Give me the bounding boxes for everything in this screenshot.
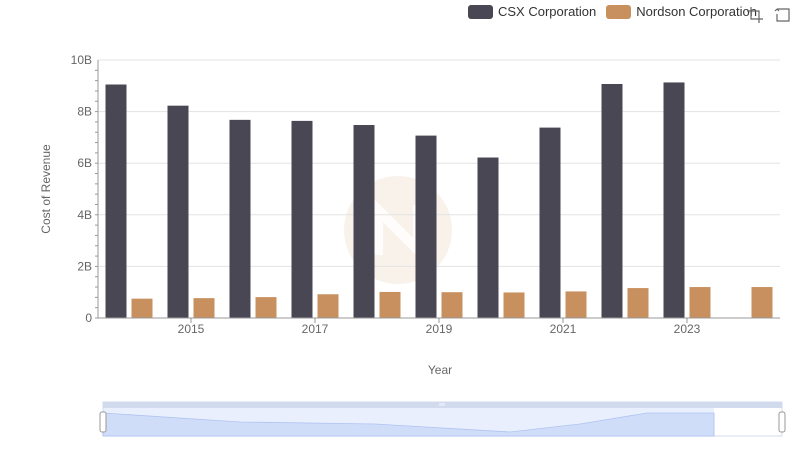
x-tick-label: 2017 bbox=[302, 322, 329, 336]
bar-nordson-2014[interactable] bbox=[131, 298, 153, 318]
bar-nordson-2018[interactable] bbox=[379, 291, 401, 318]
legend-label-nordson: Nordson Corporation bbox=[636, 4, 757, 19]
y-tick-label: 2B bbox=[77, 259, 92, 273]
y-tick-label: 0 bbox=[85, 311, 92, 325]
x-tick-label: 2023 bbox=[674, 322, 701, 336]
y-tick-label: 10B bbox=[71, 53, 92, 67]
slider-preview-area bbox=[102, 412, 715, 437]
slider-handle-right[interactable] bbox=[778, 411, 786, 433]
slider-top-bar bbox=[103, 402, 782, 408]
restore-icon[interactable] bbox=[774, 6, 792, 24]
x-tick-label: 2019 bbox=[426, 322, 453, 336]
bar-csx-2014[interactable] bbox=[105, 84, 127, 318]
bar-nordson-2021[interactable] bbox=[565, 291, 587, 318]
legend-item-nordson[interactable]: Nordson Corporation bbox=[606, 4, 757, 19]
axes: 0 2B 4B 6B 8B 10B 2015 2017 2019 2021 2023 bbox=[71, 53, 780, 336]
bar-nordson-2015[interactable] bbox=[193, 298, 215, 318]
bar-nordson-2022[interactable] bbox=[627, 288, 649, 318]
bars bbox=[105, 82, 773, 319]
legend-label-csx: CSX Corporation bbox=[498, 4, 597, 19]
legend-swatch-csx bbox=[468, 4, 493, 19]
bar-csx-2018[interactable] bbox=[353, 125, 375, 319]
bar-csx-2022[interactable] bbox=[601, 83, 623, 318]
bar-nordson-2023[interactable] bbox=[689, 287, 711, 318]
bar-csx-2015[interactable] bbox=[167, 105, 189, 318]
bar-nordson-2019[interactable] bbox=[441, 292, 463, 318]
x-tick-label: 2021 bbox=[550, 322, 577, 336]
bar-csx-2020[interactable] bbox=[477, 157, 499, 318]
bar-csx-2021[interactable] bbox=[539, 127, 561, 318]
x-tick-label: 2015 bbox=[178, 322, 205, 336]
slider-handle-left[interactable] bbox=[99, 411, 107, 433]
bar-csx-2023[interactable] bbox=[663, 82, 685, 318]
bar-nordson-2020[interactable] bbox=[503, 292, 525, 318]
zoom-icon[interactable] bbox=[746, 6, 764, 24]
y-axis-label: Cost of Revenue bbox=[39, 144, 53, 234]
bar-csx-2017[interactable] bbox=[291, 120, 313, 318]
data-zoom-slider[interactable] bbox=[99, 401, 786, 437]
bar-csx-2016[interactable] bbox=[229, 119, 251, 318]
legend-item-csx[interactable]: CSX Corporation bbox=[468, 4, 596, 19]
slider-selected-window[interactable] bbox=[103, 408, 714, 436]
slider-grip-icon bbox=[439, 403, 445, 406]
legend-swatch-nordson bbox=[606, 4, 632, 19]
legend: CSX Corporation Nordson Corporation bbox=[468, 4, 767, 19]
bar-nordson-2016[interactable] bbox=[255, 297, 277, 318]
y-tick-label: 8B bbox=[77, 105, 92, 119]
bar-csx-2019[interactable] bbox=[415, 135, 437, 318]
toolbox bbox=[746, 6, 800, 24]
y-tick-label: 6B bbox=[77, 156, 92, 170]
bar-nordson-2017[interactable] bbox=[317, 294, 339, 318]
bar-nordson-2024[interactable] bbox=[751, 287, 773, 318]
y-tick-label: 4B bbox=[77, 208, 92, 222]
x-axis-label: Year bbox=[428, 363, 452, 377]
